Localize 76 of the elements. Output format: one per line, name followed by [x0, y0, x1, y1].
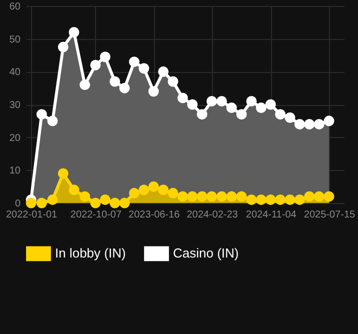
legend-label: Casino (IN): [173, 246, 239, 261]
point: [138, 63, 150, 74]
point: [275, 109, 286, 120]
y-tick-label: 30: [9, 100, 21, 111]
y-tick-label: 20: [9, 132, 21, 144]
point: [304, 191, 315, 202]
point: [265, 99, 276, 110]
point: [128, 56, 140, 68]
point: [80, 191, 90, 202]
point: [187, 99, 198, 110]
y-tick-label: 60: [9, 2, 21, 12]
point: [158, 66, 169, 77]
point: [196, 191, 208, 202]
x-tick-label: 2023-06-16: [128, 210, 180, 220]
point: [68, 184, 80, 196]
point: [36, 198, 47, 208]
point: [100, 52, 110, 62]
point: [26, 198, 36, 208]
point: [324, 116, 334, 126]
point: [47, 116, 58, 126]
point: [206, 191, 218, 202]
point: [304, 118, 315, 130]
x-tick-label: 2022-10-07: [70, 210, 122, 220]
x-tick-label: 2024-11-04: [246, 210, 297, 220]
point: [314, 118, 324, 130]
point: [226, 191, 237, 202]
point: [236, 109, 247, 120]
point: [324, 191, 334, 202]
point: [47, 194, 58, 205]
point: [187, 191, 198, 202]
point: [256, 194, 266, 205]
x-tick-label: 2024-02-23: [186, 210, 238, 220]
point: [128, 188, 140, 198]
point: [294, 118, 305, 130]
y-tick-label: 10: [9, 166, 21, 177]
point: [119, 82, 130, 94]
point: [168, 76, 178, 87]
point: [58, 42, 68, 52]
point: [148, 181, 159, 192]
point: [100, 194, 110, 205]
point: [236, 191, 247, 202]
point: [226, 102, 237, 114]
x-tick-label: 2022-01-01: [6, 210, 58, 220]
point: [90, 198, 101, 208]
point: [275, 194, 286, 205]
point: [216, 96, 227, 106]
point: [246, 96, 257, 106]
point: [216, 191, 227, 202]
point: [314, 191, 324, 202]
point: [110, 76, 120, 87]
point: [177, 92, 188, 104]
x-tick-label: 2025-07-15: [304, 210, 356, 220]
point: [68, 27, 80, 38]
legend-label: In lobby (IN): [55, 246, 126, 261]
point: [196, 109, 208, 120]
point: [206, 96, 218, 106]
point: [284, 194, 296, 205]
point: [294, 194, 305, 205]
point: [110, 198, 120, 208]
y-tick-label: 40: [9, 67, 21, 78]
point: [256, 102, 266, 114]
point: [177, 191, 188, 202]
point: [36, 109, 47, 120]
point: [80, 80, 90, 90]
point: [168, 188, 178, 198]
point: [246, 194, 257, 205]
y-tick-label: 50: [9, 34, 21, 46]
point: [265, 194, 276, 205]
point: [58, 168, 68, 179]
y-tick-label: 0: [14, 198, 21, 210]
point: [158, 184, 169, 196]
point: [148, 86, 159, 97]
point: [138, 184, 150, 196]
point: [119, 198, 130, 208]
point: [284, 112, 296, 123]
point: [90, 60, 101, 70]
